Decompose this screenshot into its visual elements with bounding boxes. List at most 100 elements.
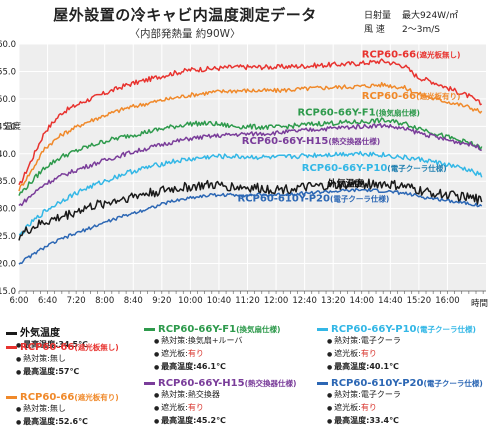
legend-detail-label: 最高温度: [161, 416, 197, 425]
legend-swatch [144, 381, 155, 385]
legend-detail-line: ● 最高温度:57℃ [16, 366, 119, 379]
legend-detail-label: 遮光板: [334, 403, 361, 412]
legend-title: RCP60-66Y-F1(換気扇仕様) [144, 324, 280, 335]
x-tick-label: 9:20 [152, 296, 171, 306]
y-tick-label: 40.0 [0, 150, 16, 160]
y-tick-label: 20.0 [0, 260, 16, 270]
x-tick-label: 14:40 [378, 296, 403, 306]
legend-detail-line: ● 最高温度:40.1℃ [327, 361, 476, 374]
legend-title: RCP60-66(遮光板無し) [6, 342, 119, 353]
series-line-red [18, 58, 482, 186]
legend-detail-label: 最高温度: [334, 416, 370, 425]
series-annotation-suffix: (遮光板有り) [416, 91, 460, 101]
x-tick-label: 8:40 [124, 296, 143, 306]
series-annotation-suffix: (換気扇仕様) [376, 107, 420, 117]
legend-title-sub: (遮光板有り) [74, 393, 119, 402]
legend-detail-label: 熱対策: [161, 390, 188, 399]
x-tick-label: 6:40 [38, 296, 57, 306]
legend-item-green: RCP60-66Y-F1(換気扇仕様) ● 熱対策:換気扇+ルーバ ● 遮光板:有り… [144, 324, 280, 374]
legend-item-red: RCP60-66(遮光板無し) ● 熱対策:無し ● 最高温度:57℃ [6, 342, 119, 379]
x-tick-label: 8:00 [95, 296, 114, 306]
series-annotation-suffix: (熱交換器仕様) [328, 136, 380, 146]
bullet-icon: ● [154, 418, 162, 425]
bullet-icon: ● [327, 392, 335, 399]
legend-detail-label: 熱対策: [23, 354, 50, 363]
bullet-icon: ● [327, 405, 335, 412]
bullet-icon: ● [327, 351, 335, 358]
y-tick-label: 60.0 [0, 40, 16, 50]
series-annotation-suffix: (電子クーラ仕様) [330, 194, 389, 204]
bullet-icon: ● [327, 418, 335, 425]
y-tick-label: 30.0 [0, 205, 16, 215]
legend-detail-label: 熱対策: [23, 404, 50, 413]
bullet-icon: ● [327, 338, 335, 345]
legend-detail-value: 無し [49, 354, 66, 363]
legend-detail-value: 電子クーラ [360, 336, 401, 345]
legend-title-sub: (換気扇仕様) [236, 325, 281, 334]
legend-detail-value: 34.5℃ [58, 340, 88, 349]
legend-detail-value: 40.1℃ [369, 362, 399, 371]
legend-detail-line: ● 遮光板:有り [327, 348, 476, 361]
x-tick-label: 15:20 [407, 296, 432, 306]
series-annotation-green: RCP60-66Y-F1(換気扇仕様) [297, 107, 419, 118]
legend-title-text: RCP60-66 [20, 342, 75, 353]
legend-detail-value: 有り [187, 403, 204, 412]
x-tick-label: 7:20 [67, 296, 86, 306]
y-tick-label: 45.0 [0, 122, 16, 132]
legend-detail-label: 最高温度: [23, 340, 59, 349]
x-tick-label: 10:40 [207, 296, 232, 306]
legend-title-text: RCP60-66Y-P10 [331, 324, 417, 335]
legend-swatch [317, 381, 328, 385]
legend-title: RCP60-66Y-P10(電子クーラ仕様) [317, 324, 476, 335]
legend-title-text: RCP60-66Y-H15 [158, 378, 245, 389]
legend-item-purple: RCP60-66Y-H15(熱交換器仕様) ● 熱対策:熱交換器 ● 遮光板:有り ●… [144, 378, 296, 428]
legend-detail-line: ● 熱対策:無し [16, 403, 119, 416]
legend-title-text: RCP60-66Y-F1 [158, 324, 237, 335]
legend-item-black: 外気温度 ● 最高温度:34.5℃ [6, 324, 88, 352]
x-tick-label: 6:00 [9, 296, 28, 306]
legend-detail-line: ● 最高温度:45.2℃ [154, 415, 296, 428]
legend-detail-line: ● 最高温度:46.1℃ [154, 361, 280, 374]
legend-detail-label: 遮光板: [334, 349, 361, 358]
legend-detail-line: ● 熱対策:電子クーラ [327, 389, 483, 402]
y-tick-label: 15.0 [0, 287, 16, 297]
series-annotation-suffix: (遮光板無し) [416, 50, 460, 60]
legend-title-sub: (電子クーラ仕様) [423, 379, 483, 388]
x-tick-label: 12:40 [292, 296, 317, 306]
x-tick-label: 16:00 [435, 296, 460, 306]
bullet-icon: ● [16, 356, 24, 363]
legend-detail-line: ● 熱対策:電子クーラ [327, 335, 476, 348]
condition-label: 日射量 [364, 11, 392, 21]
line-chart: 15.0 20.0 25.0 30.0 35.0 40.0 45.0 50.0 55.0 60.0… [0, 40, 488, 309]
condition-row: 日射量 最大924W/㎡ [364, 9, 458, 23]
legend-detail-label: 最高温度: [23, 367, 59, 376]
condition-row: 風 速 2〜3m/S [364, 23, 458, 37]
series-line-cyan [18, 150, 483, 236]
series-line-orange [18, 81, 483, 192]
legend-detail-value: 33.4℃ [369, 416, 399, 425]
conditions-box: 日射量 最大924W/㎡ 風 速 2〜3m/S [364, 9, 458, 37]
bullet-icon: ● [154, 338, 162, 345]
series-line-purple [18, 123, 482, 207]
plot-area [19, 44, 486, 291]
x-tick-label: 11:20 [235, 296, 260, 306]
series-annotation-blue: RCP60-610Y-P20(電子クーラ仕様) [238, 194, 390, 205]
chart-title: 屋外設置の冷キャビ内温度測定データ [53, 6, 317, 24]
legend-swatch [6, 345, 17, 349]
legend-title-text: RCP60-66 [20, 392, 75, 403]
x-tick-label: 10:00 [178, 296, 203, 306]
legend-detail-value: 熱交換器 [187, 390, 220, 399]
legend-detail-value: 52.6℃ [58, 417, 88, 426]
legend-title-text: 外気温度 [20, 328, 60, 339]
legend-detail-label: 最高温度: [161, 362, 197, 371]
bullet-icon: ● [16, 419, 24, 426]
legend-title-sub: (電子クーラ仕様) [416, 325, 476, 334]
legend-detail-label: 熱対策: [161, 336, 188, 345]
series-annotation-purple: RCP60-66Y-H15(熱交換器仕様) [242, 136, 380, 147]
legend-detail-label: 熱対策: [334, 336, 361, 345]
legend-title-sub: (熱交換器仕様) [244, 379, 297, 388]
legend-detail-line: ● 遮光板:有り [154, 402, 296, 415]
y-tick-label: 35.0 [0, 177, 16, 187]
legend-title: 外気温度 [6, 324, 88, 339]
series-line-green [18, 117, 483, 196]
